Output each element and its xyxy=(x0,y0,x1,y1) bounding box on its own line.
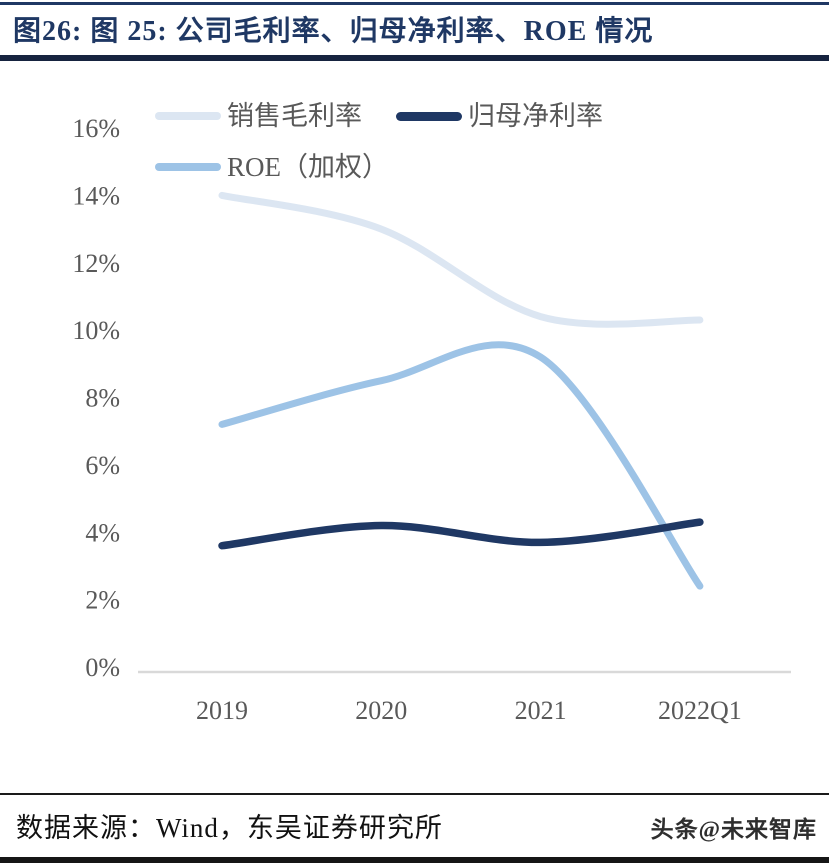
y-tick-label: 16% xyxy=(72,114,120,143)
x-tick-label: 2022Q1 xyxy=(658,696,742,725)
x-tick-label: 2021 xyxy=(515,696,567,725)
legend-swatch-icon xyxy=(155,112,221,120)
legend-item: 销售毛利率 xyxy=(155,99,362,133)
legend-swatch-icon xyxy=(396,111,462,121)
y-tick-label: 6% xyxy=(85,451,120,480)
figure-title: 图26: 图 25: 公司毛利率、归母净利率、ROE 情况 xyxy=(13,16,654,47)
legend-item: ROE（加权） xyxy=(155,150,389,184)
watermark-text: 头条@未来智库 xyxy=(650,817,817,842)
legend-row: ROE（加权） xyxy=(155,150,603,184)
legend-row: 销售毛利率 归母净利率 xyxy=(155,99,603,133)
y-tick-label: 2% xyxy=(85,586,120,615)
footer-rule xyxy=(0,793,829,795)
series-line-0 xyxy=(218,191,704,328)
y-tick-label: 4% xyxy=(85,518,120,547)
y-tick-label: 0% xyxy=(85,653,120,682)
x-tick-label: 2020 xyxy=(355,696,407,725)
legend-swatch-icon xyxy=(155,163,221,171)
bottom-rule xyxy=(0,857,829,863)
series-line-1 xyxy=(218,518,704,550)
legend-item: 归母净利率 xyxy=(396,99,603,133)
title-underline-rule xyxy=(0,55,829,61)
data-source-caption: 数据来源：Wind，东吴证券研究所 xyxy=(16,813,443,843)
top-rule xyxy=(0,2,829,5)
legend-label: 归母净利率 xyxy=(468,101,603,131)
series-line-2 xyxy=(218,341,704,590)
chart-legend: 销售毛利率 归母净利率 ROE（加权） xyxy=(155,99,603,201)
x-tick-label: 2019 xyxy=(196,696,248,725)
y-tick-label: 10% xyxy=(72,316,120,345)
y-tick-label: 12% xyxy=(72,249,120,278)
legend-label: 销售毛利率 xyxy=(227,101,362,131)
legend-label: ROE（加权） xyxy=(227,152,389,182)
y-tick-label: 8% xyxy=(85,384,120,413)
y-tick-label: 14% xyxy=(72,181,120,210)
